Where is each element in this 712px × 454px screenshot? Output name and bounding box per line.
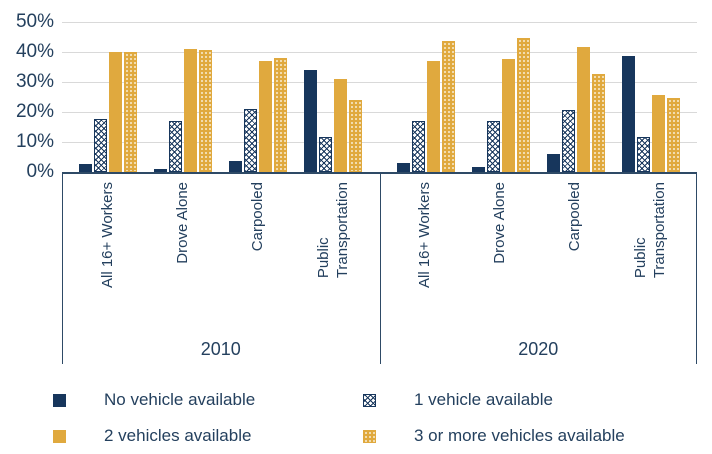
plot-area — [62, 22, 697, 174]
bar — [304, 70, 318, 172]
category-label: Carpooled — [566, 182, 584, 252]
bar — [501, 59, 515, 172]
bar — [411, 121, 425, 172]
panel-2020 — [380, 22, 698, 172]
legend-item: No vehicle available — [53, 390, 363, 410]
bar — [79, 164, 93, 172]
bar — [124, 52, 138, 172]
bar — [426, 61, 440, 172]
legend-label: 3 or more vehicles available — [414, 426, 625, 445]
bar — [274, 58, 288, 172]
bar — [651, 95, 665, 172]
bar — [349, 100, 363, 172]
bar — [636, 137, 650, 172]
gridline — [62, 82, 697, 83]
category-label: Public Transportation — [632, 182, 668, 279]
y-tick-label: 40% — [15, 41, 54, 62]
y-tick-label: 30% — [15, 71, 54, 92]
bar-group — [621, 22, 680, 172]
legend-item: 3 or more vehicles available — [363, 426, 693, 446]
bar — [199, 50, 213, 172]
category-label: Drove Alone — [491, 182, 509, 264]
bar — [109, 52, 123, 172]
bar — [334, 79, 348, 172]
category-labels: All 16+ Workers Drove Alone Carpooled Publi… — [380, 174, 698, 334]
band-panel-2020: All 16+ Workers Drove Alone Carpooled Publi… — [380, 174, 698, 364]
category-label: All 16+ Workers — [98, 182, 116, 289]
y-tick-label: 0% — [26, 161, 54, 182]
bar — [244, 109, 258, 172]
bar — [94, 119, 108, 172]
year-label: 2020 — [518, 339, 559, 359]
bar — [546, 154, 560, 172]
axis-divider — [62, 174, 63, 364]
bar-group — [396, 22, 455, 172]
bar-group — [546, 22, 605, 172]
category-label: Public Transportation — [314, 182, 351, 279]
year-label: 2010 — [200, 339, 241, 359]
y-tick-label: 10% — [15, 131, 54, 152]
band-panel-2010: All 16+ Workers Drove Alone Carpooled Publi… — [62, 174, 380, 364]
legend-marker-navy-crosshatch — [363, 393, 376, 407]
gridline — [62, 142, 697, 143]
legend-label: 2 vehicles available — [104, 426, 252, 445]
axis-divider — [379, 174, 381, 364]
bar-group — [471, 22, 530, 172]
legend-marker-navy-solid — [53, 393, 66, 407]
bar-group — [304, 22, 363, 172]
bar — [486, 121, 500, 172]
bar — [184, 49, 198, 172]
bar-group — [229, 22, 288, 172]
bar — [576, 47, 590, 172]
legend-label: 1 vehicle available — [414, 390, 553, 409]
category-labels: All 16+ Workers Drove Alone Carpooled Publi… — [62, 174, 380, 334]
bar — [621, 56, 635, 172]
bar — [319, 137, 333, 172]
legend-marker-gold-solid — [53, 429, 66, 443]
legend-item: 1 vehicle available — [363, 390, 693, 410]
bar-group — [79, 22, 138, 172]
bar — [471, 167, 485, 172]
bar — [591, 74, 605, 172]
bar — [561, 110, 575, 172]
legend-label: No vehicle available — [104, 390, 256, 409]
category-label: Carpooled — [248, 182, 266, 252]
gridline — [62, 22, 697, 23]
gridline — [62, 112, 697, 113]
bar — [259, 61, 273, 172]
bar-group — [154, 22, 213, 172]
legend-item: 2 vehicles available — [53, 426, 363, 446]
category-axis-band: All 16+ Workers Drove Alone Carpooled Publi… — [62, 174, 697, 364]
bar — [229, 161, 243, 172]
y-tick-label: 20% — [15, 101, 54, 122]
category-label: Drove Alone — [173, 182, 191, 264]
panel-2010 — [62, 22, 380, 172]
category-label: All 16+ Workers — [416, 182, 434, 289]
bar — [396, 163, 410, 172]
axis-divider — [696, 174, 697, 364]
bar — [154, 169, 168, 172]
bar — [169, 121, 183, 172]
bar — [666, 98, 680, 172]
y-tick-label: 50% — [15, 11, 54, 32]
legend-marker-gold-dotted — [363, 429, 376, 443]
gridline — [62, 52, 697, 53]
bar — [516, 38, 530, 172]
legend: No vehicle available 1 vehicle available 2… — [53, 382, 693, 454]
bar — [441, 41, 455, 172]
